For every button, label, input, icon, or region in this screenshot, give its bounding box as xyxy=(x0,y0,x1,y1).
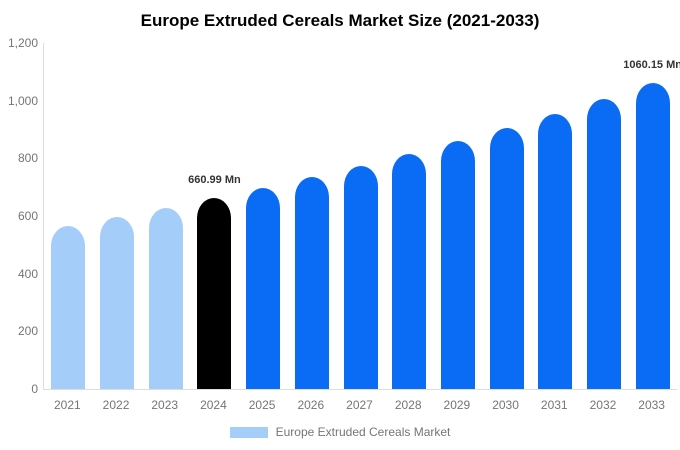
x-axis-label-2030: 2030 xyxy=(492,398,519,412)
x-axis-label-2022: 2022 xyxy=(102,398,130,412)
y-axis-tick-label: 1,000 xyxy=(7,93,38,108)
legend-label: Europe Extruded Cereals Market xyxy=(275,425,451,439)
legend-swatch xyxy=(229,426,268,438)
y-axis-tick-label: 1,200 xyxy=(7,36,38,50)
data-label-2033: 1060.15 Mn xyxy=(623,59,680,72)
x-axis-label-2026: 2026 xyxy=(297,398,325,412)
bar-2023 xyxy=(148,208,183,389)
bar-2021 xyxy=(51,226,86,389)
bar-2029 xyxy=(440,141,475,389)
chart-title: Europe Extruded Cereals Market Size (202… xyxy=(140,11,540,30)
x-axis-label-2027: 2027 xyxy=(346,398,373,412)
x-axis-label-2025: 2025 xyxy=(248,398,276,412)
x-axis-label-2029: 2029 xyxy=(443,398,471,412)
x-axis-label-2031: 2031 xyxy=(540,398,568,412)
bar-2025 xyxy=(246,188,281,389)
y-axis-tick-label: 600 xyxy=(17,209,38,223)
bar-2027 xyxy=(343,165,378,389)
bar-2031 xyxy=(538,113,573,389)
bar-2024 xyxy=(197,198,232,389)
y-axis-tick-label: 200 xyxy=(17,324,38,339)
bar-2026 xyxy=(294,177,329,389)
x-axis-label-2032: 2032 xyxy=(589,398,617,412)
y-axis-tick-label: 400 xyxy=(17,266,38,281)
plot-area: 660.99 Mn 1060.15 Mn xyxy=(43,43,680,390)
bar-2033 xyxy=(635,83,670,389)
bar-2022 xyxy=(100,217,135,389)
x-axis-label-2033: 2033 xyxy=(638,398,665,412)
x-axis-label-2023: 2023 xyxy=(151,398,179,412)
x-axis-label-2028: 2028 xyxy=(394,398,422,412)
x-axis-label-2021: 2021 xyxy=(53,398,81,412)
x-axis-label-2024: 2024 xyxy=(200,398,227,412)
legend: Europe Extruded Cereals Market xyxy=(0,425,680,439)
bar-2028 xyxy=(392,153,427,389)
bar-2032 xyxy=(586,98,621,389)
y-axis-tick-label: 800 xyxy=(17,151,38,166)
bar-2030 xyxy=(489,127,524,389)
y-axis-tick-label: 0 xyxy=(31,382,38,396)
data-label-2024: 660.99 Mn xyxy=(188,174,241,187)
